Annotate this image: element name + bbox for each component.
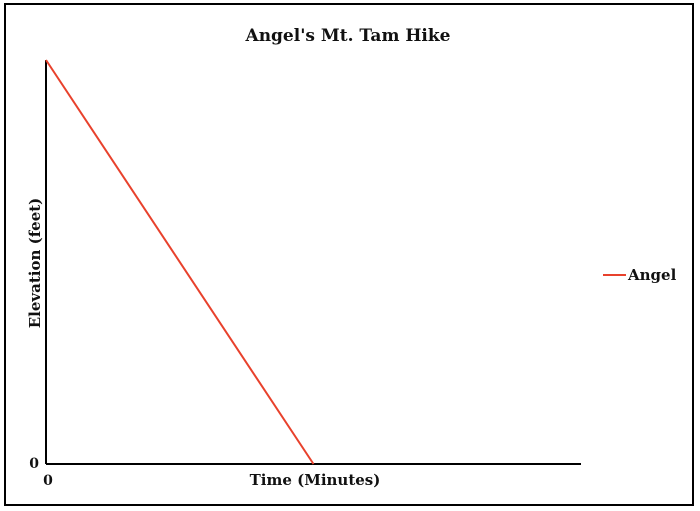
legend-label-angel: Angel [627,266,677,284]
x-tick-label-0: 0 [43,473,53,489]
x-axis-label: Time (Minutes) [250,471,381,489]
y-tick-label-0: 0 [29,456,39,472]
chart-title: Angel's Mt. Tam Hike [245,26,451,46]
legend: Angel [603,266,677,284]
series-layer [45,59,315,465]
y-axis-label: Elevation (feet) [26,198,44,329]
series-line-angel [45,59,315,465]
chart-border [4,3,694,506]
